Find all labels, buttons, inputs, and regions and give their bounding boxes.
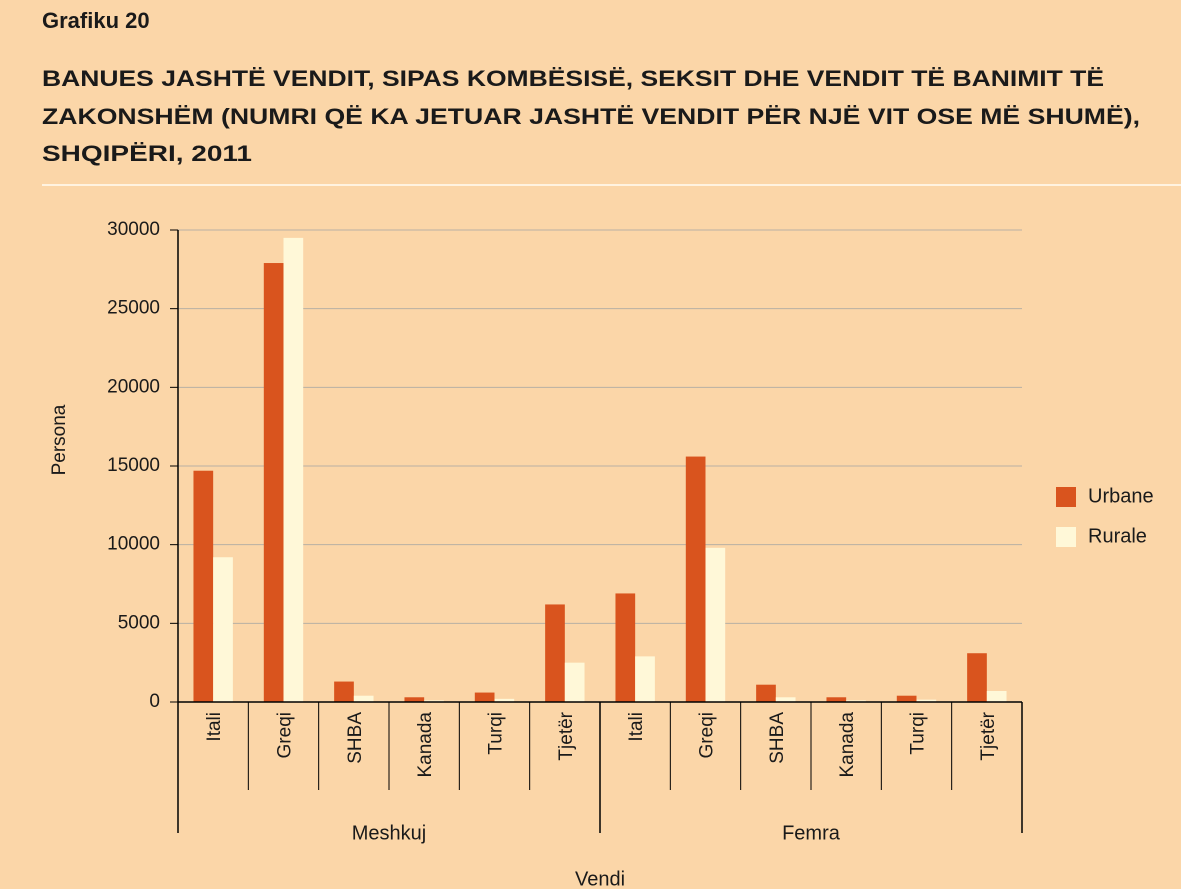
chart-title: ZAKONSHËM (NUMRI QË KA JETUAR JASHTË VEN… bbox=[42, 104, 1140, 129]
x-tick-label: Turqi bbox=[486, 712, 507, 755]
legend-swatch bbox=[1056, 527, 1076, 547]
x-tick-label: SHBA bbox=[345, 712, 366, 764]
bar bbox=[756, 684, 776, 702]
bar bbox=[826, 697, 847, 702]
bar bbox=[283, 237, 304, 702]
bar bbox=[685, 456, 706, 702]
legend-label: Rurale bbox=[1088, 525, 1147, 547]
bar bbox=[775, 697, 796, 702]
bar bbox=[193, 470, 214, 702]
legend-label: Urbane bbox=[1088, 485, 1154, 507]
group-label: Femra bbox=[782, 822, 841, 844]
x-tick-label: Greqi bbox=[697, 712, 718, 758]
x-tick-label: Greqi bbox=[275, 712, 296, 758]
bar bbox=[916, 699, 937, 702]
y-tick-label: 15000 bbox=[107, 455, 160, 476]
x-tick-label: Turqi bbox=[908, 712, 929, 755]
bar bbox=[263, 263, 284, 702]
x-tick-label: Itali bbox=[204, 712, 225, 742]
y-tick-label: 20000 bbox=[107, 376, 160, 397]
bar bbox=[213, 557, 233, 702]
bar bbox=[334, 681, 354, 702]
x-tick-label: Itali bbox=[626, 712, 647, 742]
bar bbox=[967, 653, 987, 702]
x-axis-label: Vendi bbox=[575, 868, 625, 889]
y-tick-label: 5000 bbox=[118, 612, 160, 633]
y-axis-label: Persona bbox=[49, 404, 70, 475]
y-tick-label: 0 bbox=[149, 691, 160, 712]
x-tick-label: Tjetër bbox=[978, 711, 999, 760]
figure-label: Grafiku 20 bbox=[42, 8, 150, 33]
bar bbox=[353, 695, 374, 702]
bar bbox=[494, 698, 515, 702]
bar bbox=[705, 547, 726, 702]
x-tick-label: Kanada bbox=[837, 712, 858, 778]
x-tick-label: SHBA bbox=[767, 712, 788, 764]
bar bbox=[474, 692, 495, 702]
group-label: Meshkuj bbox=[352, 822, 426, 844]
bar bbox=[896, 695, 917, 702]
bar bbox=[846, 700, 866, 702]
bar bbox=[564, 662, 585, 702]
bar bbox=[615, 593, 636, 702]
bar bbox=[404, 697, 425, 702]
bar bbox=[545, 604, 565, 702]
y-tick-label: 30000 bbox=[107, 219, 160, 240]
legend-swatch bbox=[1056, 487, 1076, 507]
y-tick-label: 25000 bbox=[107, 298, 160, 319]
bar bbox=[424, 700, 444, 702]
bar bbox=[635, 656, 655, 702]
chart-title: SHQIPËRI, 2011 bbox=[42, 141, 252, 166]
x-tick-label: Tjetër bbox=[556, 711, 577, 760]
chart-title: BANUES JASHTË VENDIT, SIPAS KOMBËSISË, S… bbox=[42, 66, 1104, 91]
x-tick-label: Kanada bbox=[415, 712, 436, 778]
bar bbox=[986, 690, 1007, 702]
y-tick-label: 10000 bbox=[107, 534, 160, 555]
